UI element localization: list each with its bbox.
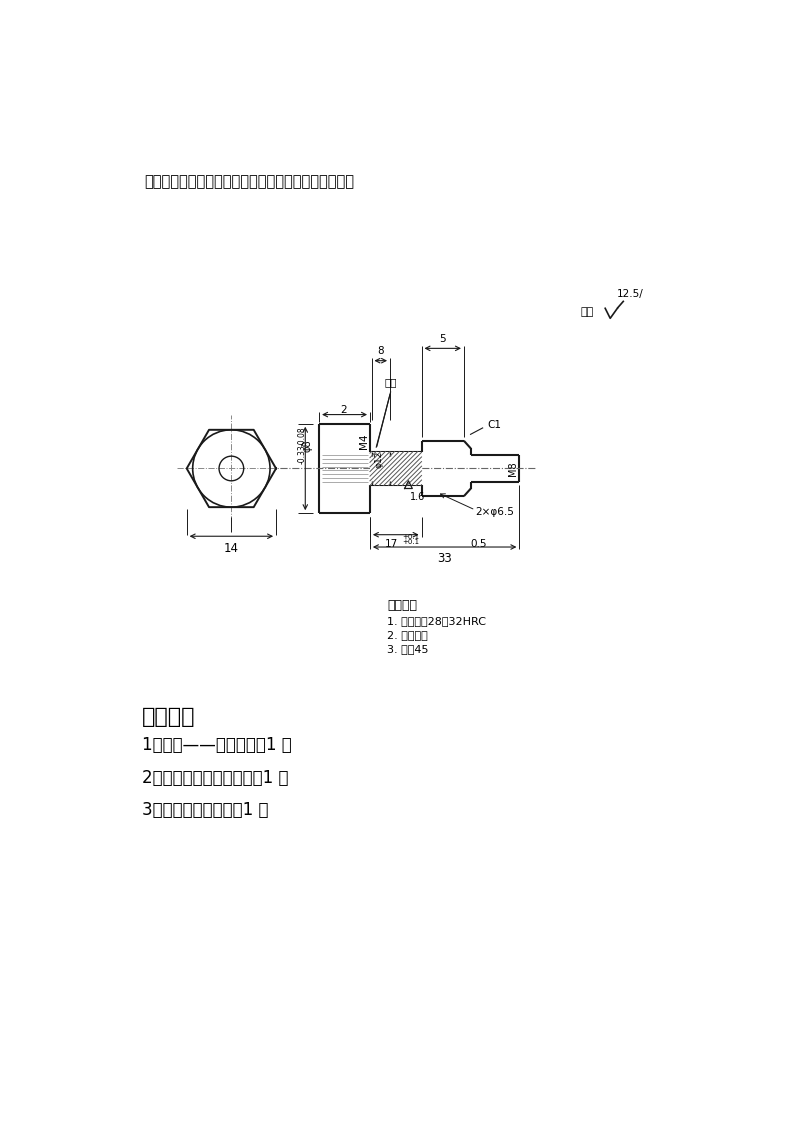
Text: 2×φ6.5: 2×φ6.5 — [475, 507, 514, 516]
Text: 2. 尖角倒钝: 2. 尖角倒钝 — [387, 631, 428, 641]
Text: 2: 2 — [341, 405, 347, 415]
Text: 1、零件——毛坯合图：1 张: 1、零件——毛坯合图：1 张 — [142, 737, 292, 754]
Text: φ12: φ12 — [374, 451, 384, 468]
Text: -0.08: -0.08 — [298, 427, 306, 446]
Text: φ8: φ8 — [302, 439, 313, 452]
Bar — [370, 452, 422, 486]
Text: M8: M8 — [508, 461, 518, 475]
Text: -0.33: -0.33 — [298, 445, 306, 464]
Text: 3. 材料45: 3. 材料45 — [387, 644, 429, 654]
Text: 1.6: 1.6 — [410, 491, 426, 501]
Bar — [370, 452, 422, 486]
Text: 12.5/: 12.5/ — [617, 289, 644, 299]
Text: +0.1: +0.1 — [402, 534, 419, 540]
Text: 2、机械加工工艺规程图：1 套: 2、机械加工工艺规程图：1 套 — [142, 769, 289, 787]
Text: +0.1: +0.1 — [402, 539, 419, 544]
Text: 设计如下图所示的调整偏心轴零件的机械加工工艺规程: 设计如下图所示的调整偏心轴零件的机械加工工艺规程 — [144, 174, 354, 189]
Text: 设计内容: 设计内容 — [142, 708, 195, 727]
Text: 17: 17 — [386, 539, 398, 549]
Text: 8: 8 — [378, 346, 384, 357]
Text: 33: 33 — [438, 551, 452, 565]
Text: 1. 调质处理28～32HRC: 1. 调质处理28～32HRC — [387, 616, 486, 626]
Text: 14: 14 — [224, 542, 239, 556]
Text: 技术要求: 技术要求 — [387, 599, 418, 612]
Text: 3、课程设计说明书：1 份: 3、课程设计说明书：1 份 — [142, 801, 269, 820]
Text: 清根: 清根 — [385, 377, 397, 387]
Text: M4: M4 — [358, 434, 369, 449]
Text: 0.5: 0.5 — [470, 539, 486, 549]
Text: 其余: 其余 — [580, 307, 594, 317]
Text: C1: C1 — [487, 420, 501, 430]
Text: 5: 5 — [439, 334, 446, 344]
